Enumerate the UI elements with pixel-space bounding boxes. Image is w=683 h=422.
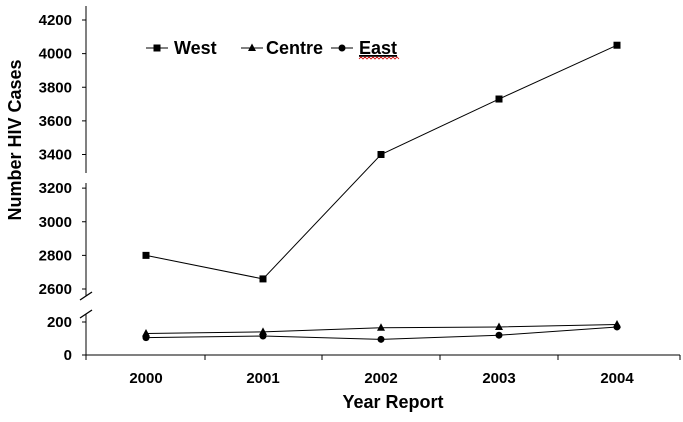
data-point-square: [377, 151, 385, 158]
data-point-triangle: [377, 323, 385, 331]
y-tick-label: 3800: [39, 79, 72, 96]
legend-label: Centre: [266, 38, 323, 58]
y-tick-label: 3400: [39, 147, 72, 164]
data-point-square: [259, 275, 267, 283]
legend-item-west: West: [146, 38, 217, 58]
series-centre: [142, 319, 621, 337]
y-axis-break-mark-1: [79, 291, 93, 301]
data-point-circle: [259, 332, 267, 340]
legend-label: West: [174, 38, 217, 58]
y-axis-title: Number HIV Cases: [5, 59, 25, 220]
legend-item-east: East: [331, 38, 397, 58]
data-point-circle: [338, 44, 346, 52]
series-group: [142, 41, 621, 343]
data-point-square: [142, 251, 150, 259]
series-west: [142, 41, 621, 283]
data-point-triangle: [259, 327, 267, 335]
series-east: [142, 323, 621, 343]
data-point-circle: [613, 323, 621, 331]
data-point-square: [495, 95, 503, 103]
y-tick-label: 2800: [39, 247, 72, 264]
legend-item-centre: Centre: [241, 38, 323, 58]
y-tick-label: 3600: [39, 113, 72, 130]
y-tick-label: 2600: [39, 281, 72, 298]
y-axis-break-mark-2: [79, 309, 93, 319]
x-tick-label: 2002: [364, 370, 397, 387]
data-point-triangle: [142, 329, 150, 337]
data-point-circle: [377, 335, 385, 343]
data-point-circle: [495, 331, 503, 339]
x-axis-title: Year Report: [342, 392, 443, 412]
y-tick-label: 4200: [39, 12, 72, 29]
y-tick-label: 3000: [39, 214, 72, 231]
spellcheck-underline: [358, 56, 400, 60]
x-tick-label: 2004: [600, 370, 634, 387]
x-tick-label: 2001: [246, 370, 279, 387]
axes: 2600 2800 3000 3200 3400 3600 3800 4000 4200 0 200…: [39, 6, 681, 387]
data-point-square: [153, 44, 161, 52]
legend: West Centre East: [146, 38, 400, 60]
x-tick-label: 2000: [129, 370, 162, 387]
data-point-triangle: [495, 322, 503, 330]
y-tick-label: 200: [47, 314, 72, 331]
legend-label: East: [359, 38, 397, 58]
data-point-triangle: [248, 43, 256, 51]
series-line-west: [145, 44, 618, 280]
y-tick-label: 3200: [39, 180, 72, 197]
y-tick-label: 0: [64, 347, 72, 364]
y-tick-label: 4000: [39, 46, 72, 63]
data-point-square: [613, 41, 621, 49]
data-point-circle: [142, 334, 150, 342]
x-tick-label: 2003: [482, 370, 515, 387]
